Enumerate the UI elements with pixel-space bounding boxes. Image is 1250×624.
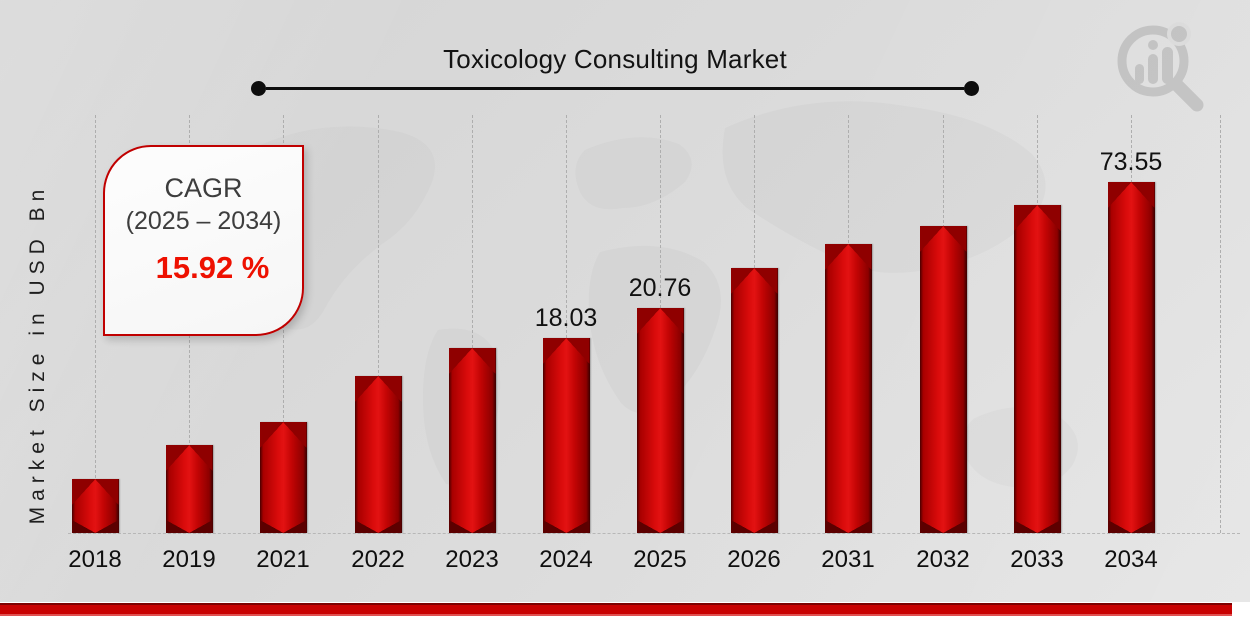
bar-2033 bbox=[1013, 205, 1061, 533]
bar-2021 bbox=[259, 422, 307, 533]
gridline bbox=[472, 115, 473, 533]
x-tick-2022: 2022 bbox=[351, 546, 405, 573]
y-axis-label: Market Size in USD Bn bbox=[26, 183, 49, 525]
gridline bbox=[378, 115, 379, 533]
cagr-callout: CAGR (2025 – 2034) 15.92 % bbox=[103, 145, 304, 336]
rule-left-dot-icon bbox=[251, 81, 266, 96]
bar-value-2024: 18.03 bbox=[534, 304, 598, 332]
cagr-value: 15.92 % bbox=[155, 250, 270, 285]
x-tick-2032: 2032 bbox=[916, 546, 970, 573]
bar-2018 bbox=[71, 479, 119, 533]
cagr-heading: CAGR bbox=[164, 173, 243, 203]
x-axis-baseline bbox=[68, 533, 1240, 534]
bar-value-2025: 20.76 bbox=[628, 274, 692, 302]
bar-2031 bbox=[824, 244, 872, 533]
rule-right-dot-icon bbox=[964, 81, 979, 96]
gridline bbox=[566, 115, 567, 533]
x-tick-2023: 2023 bbox=[445, 546, 499, 573]
bar-2026 bbox=[730, 268, 778, 533]
bar-2034 bbox=[1107, 182, 1155, 533]
cagr-range: (2025 – 2034) bbox=[125, 207, 282, 235]
bottom-strip bbox=[0, 602, 1250, 624]
bar-2025 bbox=[636, 308, 684, 533]
bar-2032 bbox=[919, 226, 967, 533]
x-tick-2031: 2031 bbox=[821, 546, 875, 573]
x-tick-2025: 2025 bbox=[633, 546, 687, 573]
gridline bbox=[1220, 115, 1221, 533]
bar-2019 bbox=[165, 445, 213, 533]
x-tick-2033: 2033 bbox=[1010, 546, 1064, 573]
magnifier-bar-chart-logo-icon bbox=[1117, 22, 1204, 112]
bar-2024 bbox=[542, 338, 590, 533]
x-tick-2021: 2021 bbox=[256, 546, 310, 573]
gridline bbox=[95, 115, 96, 533]
x-tick-2034: 2034 bbox=[1104, 546, 1158, 573]
rule-line bbox=[266, 87, 964, 90]
x-tick-2019: 2019 bbox=[162, 546, 216, 573]
bottom-red-band bbox=[0, 603, 1232, 616]
x-tick-2024: 2024 bbox=[539, 546, 593, 573]
title-underline bbox=[251, 81, 979, 96]
chart-title: Toxicology Consulting Market bbox=[443, 44, 787, 74]
x-tick-2026: 2026 bbox=[727, 546, 781, 573]
x-tick-2018: 2018 bbox=[68, 546, 122, 573]
bar-value-2034: 73.55 bbox=[1099, 148, 1163, 176]
bar-2023 bbox=[448, 348, 496, 533]
bar-2022 bbox=[354, 376, 402, 533]
